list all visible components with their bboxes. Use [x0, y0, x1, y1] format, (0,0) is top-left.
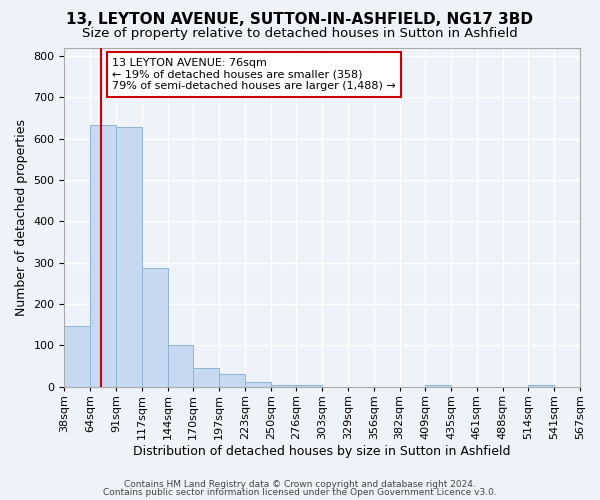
Bar — [425, 385, 451, 387]
Bar — [529, 385, 554, 387]
Bar — [296, 385, 322, 387]
X-axis label: Distribution of detached houses by size in Sutton in Ashfield: Distribution of detached houses by size … — [133, 444, 511, 458]
Text: Contains public sector information licensed under the Open Government Licence v3: Contains public sector information licen… — [103, 488, 497, 497]
Text: Contains HM Land Registry data © Crown copyright and database right 2024.: Contains HM Land Registry data © Crown c… — [124, 480, 476, 489]
Bar — [245, 382, 271, 387]
Bar — [116, 128, 142, 387]
Bar — [193, 368, 219, 387]
Text: 13 LEYTON AVENUE: 76sqm
← 19% of detached houses are smaller (358)
79% of semi-d: 13 LEYTON AVENUE: 76sqm ← 19% of detache… — [112, 58, 396, 91]
Text: Size of property relative to detached houses in Sutton in Ashfield: Size of property relative to detached ho… — [82, 28, 518, 40]
Bar — [219, 374, 245, 387]
Text: 13, LEYTON AVENUE, SUTTON-IN-ASHFIELD, NG17 3BD: 13, LEYTON AVENUE, SUTTON-IN-ASHFIELD, N… — [67, 12, 533, 28]
Bar — [271, 385, 296, 387]
Bar — [142, 268, 167, 387]
Y-axis label: Number of detached properties: Number of detached properties — [15, 118, 28, 316]
Bar — [90, 125, 116, 387]
Bar — [167, 345, 193, 387]
Bar — [64, 326, 90, 387]
